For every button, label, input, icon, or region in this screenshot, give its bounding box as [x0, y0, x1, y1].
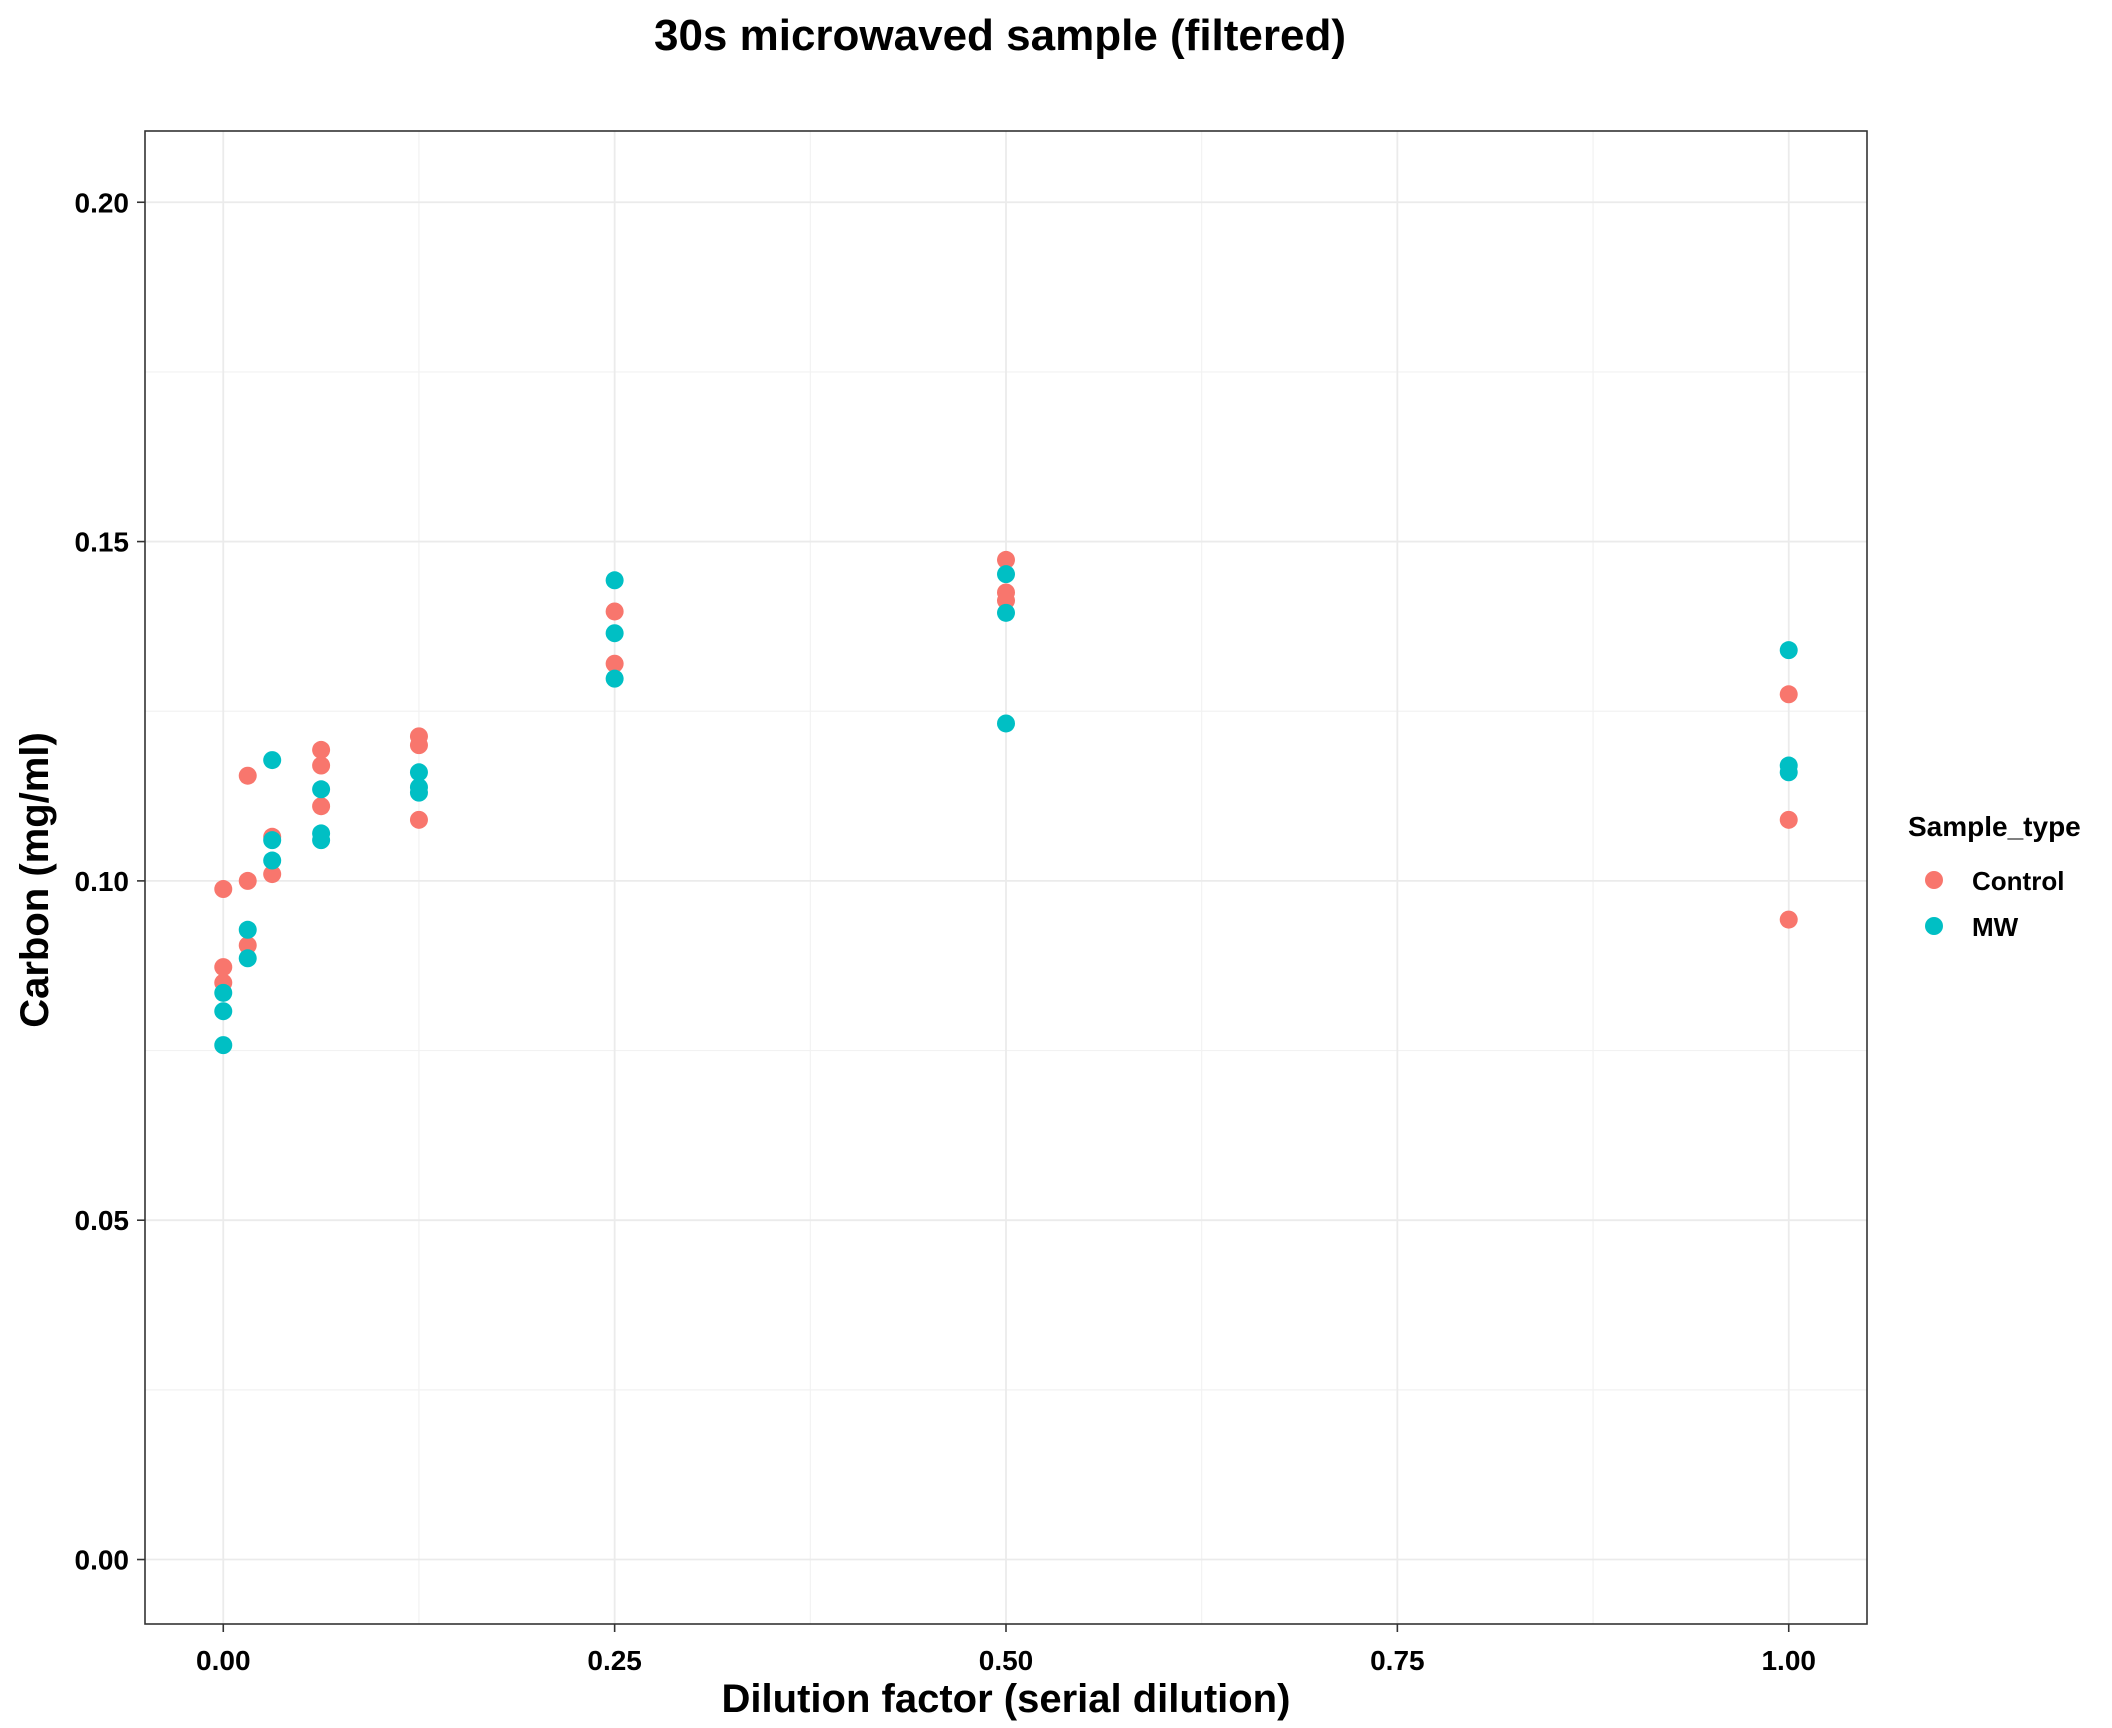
legend-label-control: Control	[1972, 866, 2064, 896]
data-point-mw	[214, 1036, 233, 1055]
data-point-mw	[997, 714, 1015, 733]
y-tick-label: 0.00	[75, 1545, 130, 1576]
data-point-mw	[409, 763, 428, 782]
data-point-mw	[263, 851, 282, 870]
data-point-mw	[409, 783, 428, 802]
legend-key-mw	[1925, 917, 1943, 935]
data-point-mw	[238, 920, 257, 939]
data-point-control	[238, 871, 257, 890]
data-point-mw	[1779, 763, 1798, 782]
legend-items: Control MW	[1925, 866, 2064, 942]
y-tick-label: 0.10	[75, 866, 130, 897]
data-point-mw	[312, 780, 331, 799]
legend-title: Sample_type	[1908, 811, 2081, 842]
y-axis-label: Carbon (mg/ml)	[13, 732, 57, 1028]
data-point-mw	[263, 831, 282, 850]
data-point-mw	[605, 669, 624, 688]
x-axis: 0.00 0.25 0.50 0.75 1.00	[196, 1624, 1816, 1676]
data-point-mw	[997, 603, 1015, 622]
data-point-control	[312, 797, 331, 816]
data-point-control	[312, 740, 331, 759]
data-point-mw	[997, 565, 1015, 584]
data-point-control	[409, 736, 428, 755]
x-tick-label: 0.00	[196, 1645, 251, 1676]
data-point-control	[1779, 685, 1798, 704]
data-point-control	[263, 865, 282, 884]
data-point-control	[605, 602, 624, 621]
chart-title: 30s microwaved sample (filtered)	[654, 11, 1346, 60]
data-point-mw	[238, 949, 257, 968]
y-tick-label: 0.05	[75, 1205, 130, 1236]
data-point-mw	[1779, 641, 1798, 660]
legend: Sample_type Control MW	[1908, 811, 2081, 942]
plot-area	[144, 130, 1868, 1625]
y-tick-label: 0.15	[75, 527, 130, 558]
grid-major	[145, 131, 1867, 1624]
legend-key-control	[1925, 871, 1943, 889]
data-point-control	[409, 810, 428, 829]
x-tick-label: 1.00	[1761, 1645, 1816, 1676]
data-point-mw	[263, 751, 282, 770]
data-point-mw	[214, 983, 233, 1002]
x-axis-label: Dilution factor (serial dilution)	[722, 1677, 1291, 1721]
x-tick-label: 0.50	[979, 1645, 1034, 1676]
data-point-control	[1779, 910, 1798, 929]
x-tick-label: 0.75	[1370, 1645, 1425, 1676]
data-point-mw	[605, 624, 624, 643]
data-point-mw	[312, 831, 331, 850]
data-point-control	[238, 936, 257, 955]
data-point-control	[214, 880, 233, 899]
data-point-control	[1779, 810, 1798, 829]
data-point-control	[312, 756, 331, 775]
data-points	[214, 550, 1798, 1055]
data-point-control	[605, 654, 624, 673]
y-tick-label: 0.20	[75, 187, 130, 218]
y-axis: 0.00 0.05 0.10 0.15 0.20	[75, 187, 145, 1576]
data-point-mw	[605, 571, 624, 590]
data-point-mw	[214, 1002, 233, 1021]
x-tick-label: 0.25	[587, 1645, 642, 1676]
data-point-control	[238, 766, 257, 785]
data-point-control	[214, 958, 233, 977]
legend-label-mw: MW	[1972, 912, 2019, 942]
data-point-control	[997, 550, 1015, 569]
